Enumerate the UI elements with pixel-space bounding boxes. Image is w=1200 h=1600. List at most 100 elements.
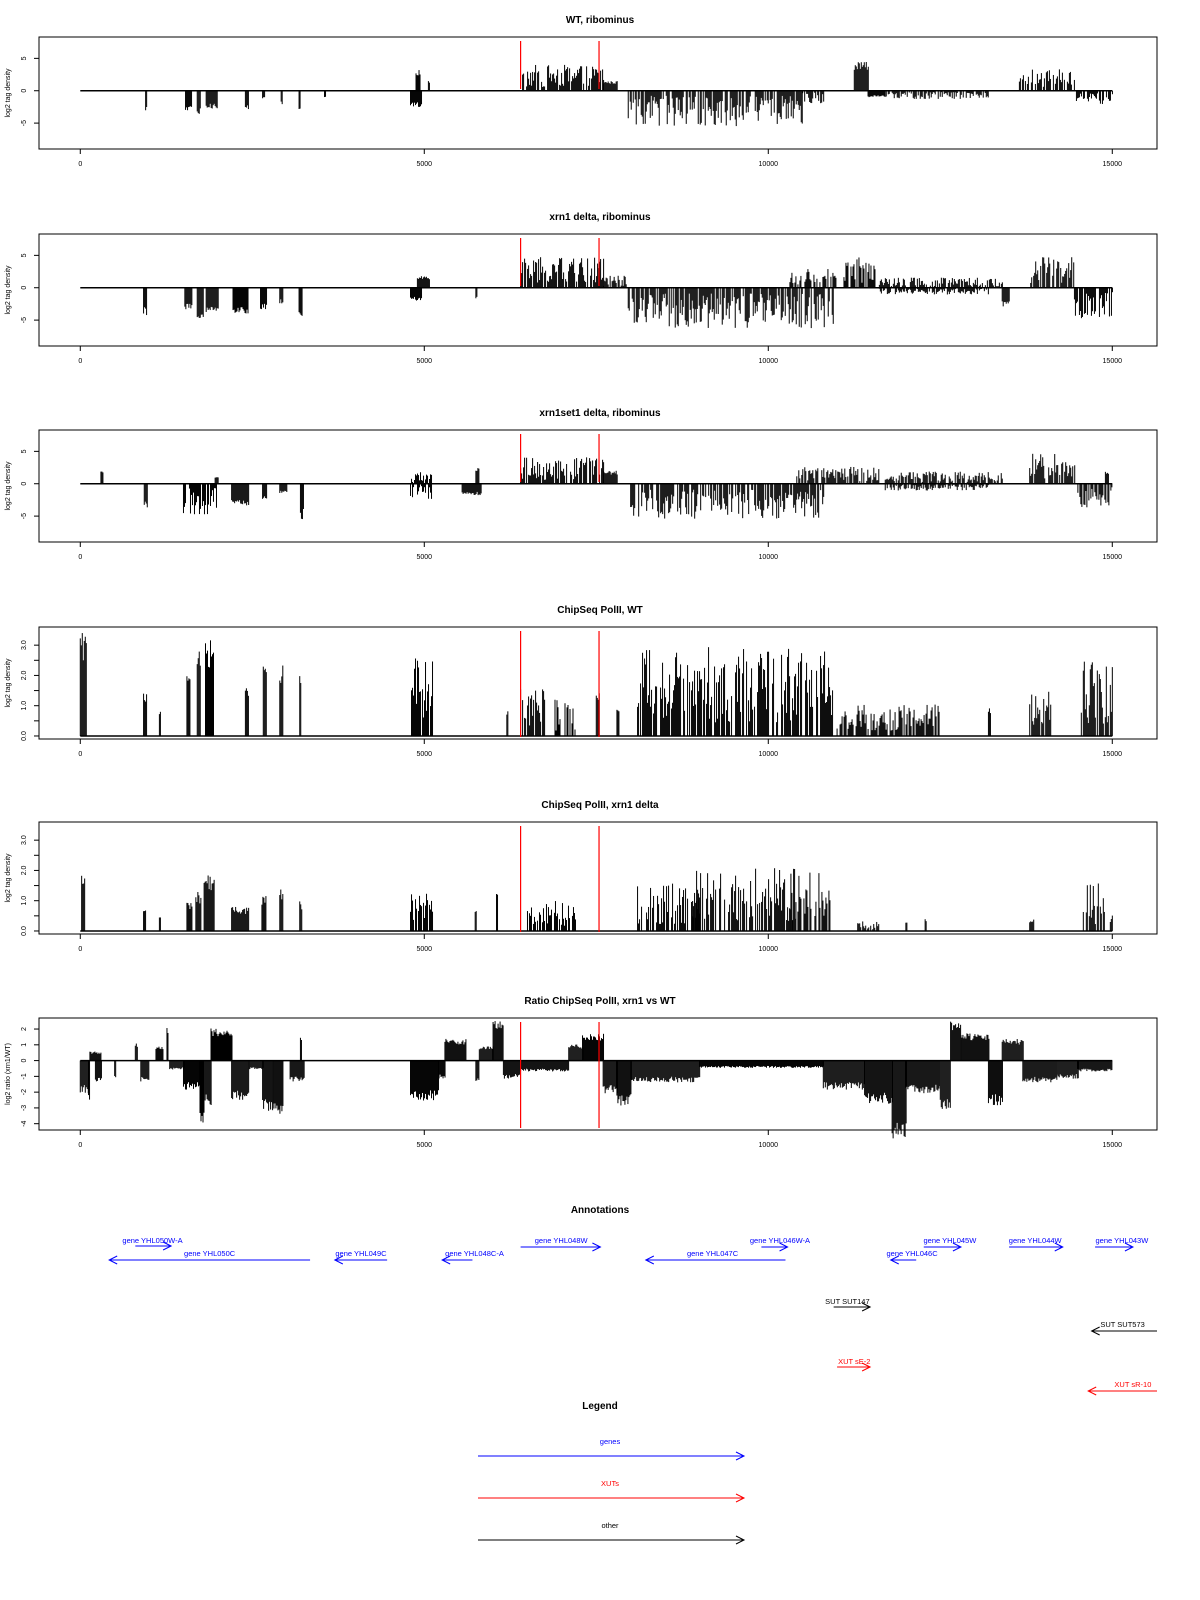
data-segment xyxy=(186,902,193,931)
feature-gene: gene YHL045W xyxy=(923,1236,977,1252)
plot-box xyxy=(38,429,1158,543)
data-segment xyxy=(231,906,250,931)
data-segment xyxy=(602,275,627,288)
data-segment xyxy=(410,483,433,499)
data-segment xyxy=(298,90,301,109)
panel-1: WT, ribominus log2 tag density -5 0 5 0 5000 10… xyxy=(5,15,1158,168)
data-segment xyxy=(114,1060,117,1078)
data-segment xyxy=(143,910,147,931)
feature-label: gene YHL043W xyxy=(1095,1236,1149,1245)
feature-label: XUT sR-10 xyxy=(1114,1380,1151,1389)
legend-arrow xyxy=(478,1451,746,1461)
x-tick-label: 10000 xyxy=(759,946,779,953)
y-tick-label: -4 xyxy=(21,1120,28,1126)
feature-label: gene YHL045W xyxy=(923,1236,977,1245)
y-axis-label: log2 tag density xyxy=(5,658,12,708)
feature-label: SUT SUT147 xyxy=(825,1297,869,1306)
feature-label: gene YHL048W xyxy=(535,1236,589,1245)
feature-label: gene YHL044W xyxy=(1009,1236,1063,1245)
data-segment xyxy=(140,1060,150,1082)
x-tick-label: 10000 xyxy=(759,554,779,561)
data-segment xyxy=(437,1060,446,1079)
arrow-head xyxy=(735,1451,746,1461)
data-segment xyxy=(298,287,303,316)
plot-box xyxy=(38,36,1158,150)
feature-other: SUT SUT147 xyxy=(825,1297,872,1312)
data-segment xyxy=(1001,287,1010,307)
y-tick-label: 0 xyxy=(21,1059,28,1063)
data-segment xyxy=(81,875,86,931)
data-segment xyxy=(279,665,284,736)
data-segment xyxy=(260,287,268,310)
panel-3: xrn1set1 delta, ribominus log2 tag densit… xyxy=(5,408,1158,561)
data-segment xyxy=(905,1060,941,1094)
data-segment xyxy=(692,868,797,931)
data-segment xyxy=(602,470,618,484)
legend-arrow xyxy=(478,1493,746,1503)
data-segment xyxy=(1056,1060,1079,1079)
y-tick-label: 0 xyxy=(21,482,28,486)
legend: Legend genes XUTs other xyxy=(478,1401,746,1545)
y-tick-label: -1 xyxy=(21,1073,28,1079)
x-tick-label: 5000 xyxy=(416,946,432,953)
data-segment xyxy=(199,1060,205,1123)
data-segment xyxy=(602,81,618,91)
panel-title: ChipSeq PolII, xrn1 delta xyxy=(541,800,659,811)
feature-arrow xyxy=(833,1302,872,1312)
data-segment xyxy=(134,1043,138,1061)
data-segment xyxy=(232,287,249,314)
arrow-head xyxy=(889,1255,899,1265)
data-segment xyxy=(196,90,201,114)
data-segment xyxy=(272,1060,284,1114)
data-segment xyxy=(444,1038,467,1061)
arrow-head xyxy=(861,1302,872,1312)
feature-label: gene YHL046W-A xyxy=(750,1236,810,1245)
x-tick-label: 15000 xyxy=(1103,358,1123,365)
data-segment xyxy=(526,901,576,931)
data-segment xyxy=(410,1060,440,1101)
feature-gene: gene YHL048C-A xyxy=(441,1249,504,1265)
arrow-head xyxy=(333,1255,344,1265)
data-segment xyxy=(262,483,268,499)
feature-other: SUT SUT573 xyxy=(1090,1320,1157,1336)
x-tick-label: 15000 xyxy=(1103,554,1123,561)
data-segment xyxy=(502,1060,521,1079)
arrow-head xyxy=(861,1362,872,1372)
feature-arrow xyxy=(1095,1242,1135,1252)
data-segment xyxy=(492,1021,504,1061)
feature-label: XUT sE-2 xyxy=(838,1357,870,1366)
y-tick-label: 0 xyxy=(21,89,28,93)
feature-gene: gene YHL050W-A xyxy=(122,1236,183,1251)
feature-gene: gene YHL043W xyxy=(1095,1236,1149,1252)
arrow-head xyxy=(592,1242,602,1252)
data-segment xyxy=(630,1060,701,1083)
data-segment xyxy=(627,90,803,127)
y-tick-label: 2 xyxy=(21,1027,28,1031)
data-segment xyxy=(231,483,250,506)
y-tick-label: 5 xyxy=(21,56,28,60)
legend-label: XUTs xyxy=(601,1479,619,1488)
data-segment xyxy=(520,457,605,484)
data-segment xyxy=(143,693,148,736)
plot-box xyxy=(38,626,1158,740)
data-segment xyxy=(616,709,620,736)
data-segment xyxy=(299,483,304,520)
feature-arrow xyxy=(1087,1386,1157,1396)
data-segment xyxy=(100,471,104,484)
data-segment xyxy=(185,90,193,111)
data-segment xyxy=(1018,69,1075,91)
x-tick-label: 10000 xyxy=(759,1142,779,1149)
data-segment xyxy=(878,277,1003,288)
feature-gene: gene YHL046W-A xyxy=(750,1236,810,1252)
data-segment xyxy=(698,1060,824,1068)
data-segment xyxy=(802,90,825,104)
y-tick-label: -3 xyxy=(21,1105,28,1111)
feature-gene: gene YHL046C xyxy=(886,1249,938,1265)
data-segment xyxy=(884,471,1003,484)
data-segment xyxy=(427,81,430,91)
data-segment xyxy=(279,483,288,493)
feature-label: gene YHL048C-A xyxy=(445,1249,504,1258)
data-segment xyxy=(410,90,423,107)
data-segment xyxy=(88,1060,91,1100)
